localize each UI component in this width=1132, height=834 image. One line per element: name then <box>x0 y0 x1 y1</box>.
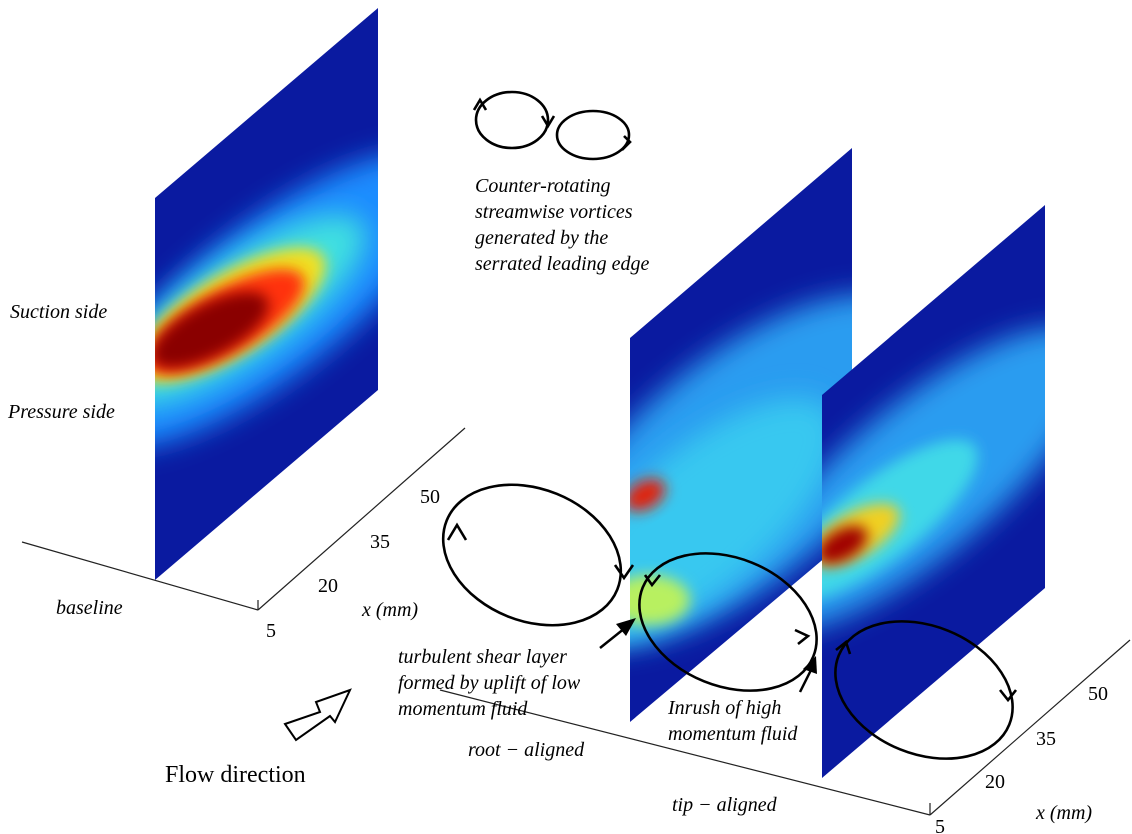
tick-label: 50 <box>420 486 440 508</box>
note-line: Counter-rotating <box>475 175 611 197</box>
note-line: serrated leading edge <box>475 253 650 275</box>
axis-label: tip − aligned <box>672 794 778 816</box>
flow-label: Flow direction <box>165 762 306 788</box>
heatmap-baseline <box>50 0 489 600</box>
shear-line: momentum fluid <box>398 698 528 720</box>
note-line: generated by the <box>475 227 608 249</box>
flow-arrow <box>285 690 350 740</box>
tick-label: 20 <box>985 771 1005 793</box>
shear-line: formed by uplift of low <box>398 672 581 694</box>
pressure-label: Pressure side <box>7 401 115 423</box>
tick-label: 35 <box>1036 728 1056 750</box>
inrush-line: momentum fluid <box>668 723 798 745</box>
shear-line: turbulent shear layer <box>398 646 567 668</box>
figure: Suction side Pressure side Counter-rotat… <box>0 0 1132 834</box>
x-axis-title: x (mm) <box>1035 802 1092 824</box>
note-line: streamwise vortices <box>475 201 633 223</box>
tick-label: 35 <box>370 531 390 553</box>
inrush-line: Inrush of high <box>667 697 781 719</box>
axis-label: root − aligned <box>468 739 585 761</box>
tick-label: 50 <box>1088 683 1108 705</box>
x-axis-title: x (mm) <box>361 599 418 621</box>
tick-label: 5 <box>266 620 276 642</box>
axis-label: baseline <box>56 597 123 619</box>
tick-label: 20 <box>318 575 338 597</box>
suction-label: Suction side <box>10 301 107 323</box>
tick-label: 5 <box>935 816 945 834</box>
